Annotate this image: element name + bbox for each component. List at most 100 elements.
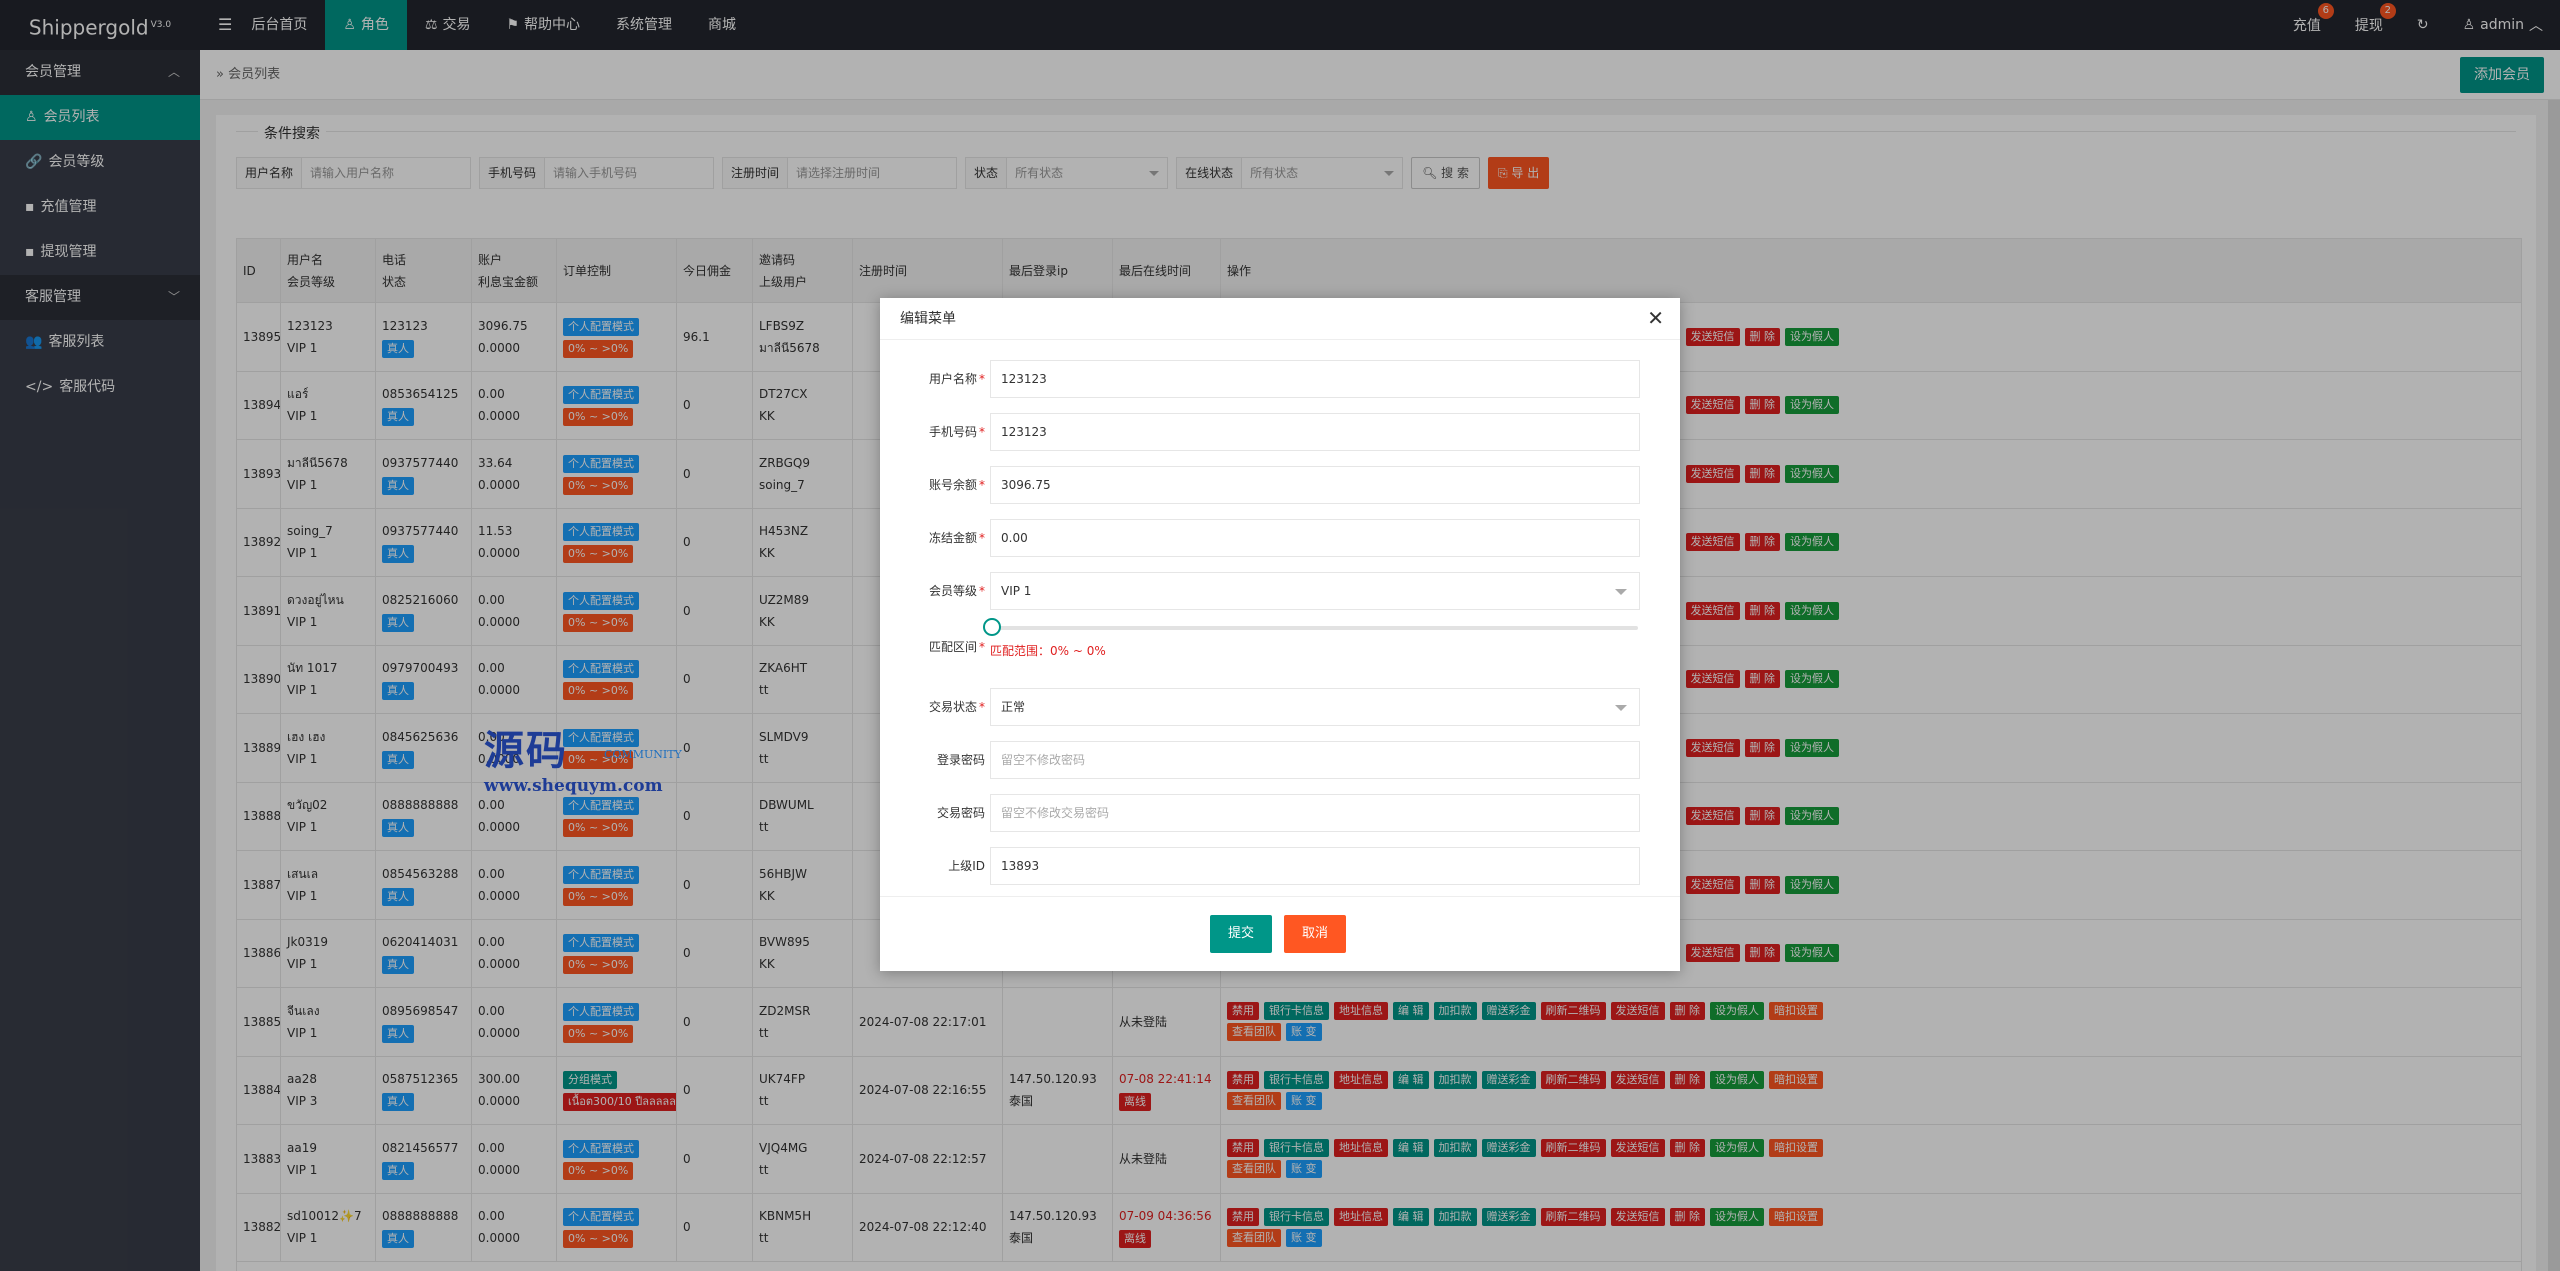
address-button[interactable]: 地址信息	[1334, 1002, 1388, 1021]
fake-button[interactable]: 设为假人	[1710, 1070, 1764, 1089]
fake-button[interactable]: 设为假人	[1785, 396, 1839, 415]
disable-button[interactable]: 禁用	[1227, 1139, 1259, 1158]
sms-button[interactable]: 发送短信	[1685, 601, 1740, 620]
address-button[interactable]: 地址信息	[1334, 1139, 1388, 1158]
fake-button[interactable]: 设为假人	[1785, 738, 1839, 757]
account-button[interactable]: 账 变	[1286, 1023, 1322, 1042]
add-member-button[interactable]: 添加会员	[2460, 57, 2544, 93]
disable-button[interactable]: 禁用	[1227, 1207, 1259, 1226]
sidebar-item-service-list[interactable]: 👥 客服列表	[0, 320, 200, 365]
fake-button[interactable]: 设为假人	[1785, 875, 1839, 894]
sms-button[interactable]: 发送短信	[1685, 670, 1740, 689]
address-button[interactable]: 地址信息	[1334, 1070, 1388, 1089]
mode-badge[interactable]: 个人配置模式	[563, 317, 639, 336]
qrcode-button[interactable]: 刷新二维码	[1540, 1207, 1606, 1226]
status-select[interactable]: 所有状态	[1007, 158, 1168, 188]
recharge-link[interactable]: 充值 6	[2276, 0, 2338, 50]
delete-button[interactable]: 删 除	[1744, 464, 1780, 483]
sidebar-item-member-list[interactable]: ♙ 会员列表	[0, 95, 200, 140]
deduct-button[interactable]: 加扣款	[1433, 1002, 1477, 1021]
fake-button[interactable]: 设为假人	[1785, 670, 1839, 689]
nav-trade[interactable]: ⚖ 交易	[407, 0, 489, 50]
nav-home[interactable]: ☰ 后台首页	[200, 0, 325, 50]
mode-badge[interactable]: 个人配置模式	[563, 523, 639, 542]
sidebar-item-service-code[interactable]: </> 客服代码	[0, 365, 200, 410]
phone-search-input[interactable]: 请输入手机号码	[545, 158, 714, 188]
lock-button[interactable]: 暗扣设置	[1769, 1002, 1823, 1021]
fake-button[interactable]: 设为假人	[1710, 1139, 1764, 1158]
sidebar-toggle-icon[interactable]: ☰	[218, 15, 233, 34]
gift-button[interactable]: 赠送彩金	[1481, 1070, 1536, 1089]
sidebar-group-members[interactable]: 会员管理 ︿	[0, 50, 200, 95]
bank-button[interactable]: 银行卡信息	[1264, 1207, 1329, 1226]
lock-button[interactable]: 暗扣设置	[1769, 1139, 1823, 1158]
team-button[interactable]: 查看团队	[1227, 1023, 1281, 1042]
fake-button[interactable]: 设为假人	[1785, 944, 1839, 963]
sms-button[interactable]: 发送短信	[1610, 1070, 1665, 1089]
delete-button[interactable]: 删 除	[1744, 396, 1780, 415]
team-button[interactable]: 查看团队	[1227, 1228, 1281, 1247]
level-select[interactable]: VIP 1	[990, 572, 1640, 610]
nav-system[interactable]: 系统管理	[616, 17, 673, 33]
sidebar-item-withdraw[interactable]: ▪ 提现管理	[0, 230, 200, 275]
export-button[interactable]: ⎘ 导 出	[1487, 157, 1550, 189]
gift-button[interactable]: 赠送彩金	[1481, 1207, 1536, 1226]
sms-button[interactable]: 发送短信	[1685, 396, 1740, 415]
account-button[interactable]: 账 变	[1286, 1091, 1322, 1110]
team-button[interactable]: 查看团队	[1227, 1160, 1281, 1179]
mode-badge[interactable]: 个人配置模式	[563, 797, 639, 816]
range-slider-track[interactable]	[992, 626, 1638, 630]
delete-button[interactable]: 删 除	[1669, 1139, 1705, 1158]
gift-button[interactable]: 赠送彩金	[1481, 1139, 1536, 1158]
delete-button[interactable]: 删 除	[1744, 601, 1780, 620]
edit-button[interactable]: 编 辑	[1393, 1207, 1429, 1226]
fake-button[interactable]: 设为假人	[1710, 1002, 1764, 1021]
trade-password-field[interactable]: 留空不修改交易密码	[990, 794, 1640, 832]
sms-button[interactable]: 发送短信	[1685, 807, 1740, 826]
sms-button[interactable]: 发送短信	[1685, 875, 1740, 894]
delete-button[interactable]: 删 除	[1744, 327, 1780, 346]
fake-button[interactable]: 设为假人	[1785, 533, 1839, 552]
sms-button[interactable]: 发送短信	[1610, 1002, 1665, 1021]
mode-badge[interactable]: 个人配置模式	[563, 386, 639, 405]
address-button[interactable]: 地址信息	[1334, 1207, 1388, 1226]
nav-role[interactable]: ♙ 角色	[325, 0, 407, 50]
balance-field[interactable]: 3096.75	[990, 466, 1640, 504]
phone-field[interactable]: 123123	[990, 413, 1640, 451]
disable-button[interactable]: 禁用	[1227, 1002, 1259, 1021]
delete-button[interactable]: 删 除	[1669, 1002, 1705, 1021]
submit-button[interactable]: 提交	[1210, 915, 1273, 953]
lock-button[interactable]: 暗扣设置	[1769, 1207, 1823, 1226]
deduct-button[interactable]: 加扣款	[1433, 1139, 1477, 1158]
account-button[interactable]: 账 变	[1286, 1228, 1322, 1247]
edit-button[interactable]: 编 辑	[1393, 1070, 1429, 1089]
withdraw-link[interactable]: 提现 2	[2338, 0, 2400, 50]
fake-button[interactable]: 设为假人	[1785, 327, 1839, 346]
disable-button[interactable]: 禁用	[1227, 1070, 1259, 1089]
delete-button[interactable]: 删 除	[1744, 875, 1780, 894]
gift-button[interactable]: 赠送彩金	[1481, 1002, 1536, 1021]
refresh-button[interactable]: ↻	[2400, 0, 2446, 50]
mode-badge[interactable]: 个人配置模式	[563, 660, 639, 679]
online-select[interactable]: 所有状态	[1242, 158, 1403, 188]
bank-button[interactable]: 银行卡信息	[1264, 1002, 1329, 1021]
close-icon[interactable]: ✕	[1647, 306, 1664, 330]
sms-button[interactable]: 发送短信	[1610, 1207, 1665, 1226]
delete-button[interactable]: 删 除	[1744, 533, 1780, 552]
sms-button[interactable]: 发送短信	[1685, 738, 1740, 757]
sms-button[interactable]: 发送短信	[1610, 1139, 1665, 1158]
delete-button[interactable]: 删 除	[1744, 738, 1780, 757]
range-slider-handle[interactable]	[983, 618, 1001, 636]
mode-badge[interactable]: 个人配置模式	[563, 454, 639, 473]
mode-badge[interactable]: 个人配置模式	[563, 1002, 639, 1021]
mode-badge[interactable]: 个人配置模式	[563, 1208, 639, 1227]
username-field[interactable]: 123123	[990, 360, 1640, 398]
team-button[interactable]: 查看团队	[1227, 1091, 1281, 1110]
delete-button[interactable]: 删 除	[1744, 807, 1780, 826]
mode-badge[interactable]: 个人配置模式	[563, 591, 639, 610]
sms-button[interactable]: 发送短信	[1685, 327, 1740, 346]
search-button[interactable]: 🔍︎ 搜 索	[1411, 157, 1480, 189]
account-button[interactable]: 账 变	[1286, 1160, 1322, 1179]
qrcode-button[interactable]: 刷新二维码	[1540, 1002, 1606, 1021]
mode-badge[interactable]: 个人配置模式	[563, 934, 639, 953]
